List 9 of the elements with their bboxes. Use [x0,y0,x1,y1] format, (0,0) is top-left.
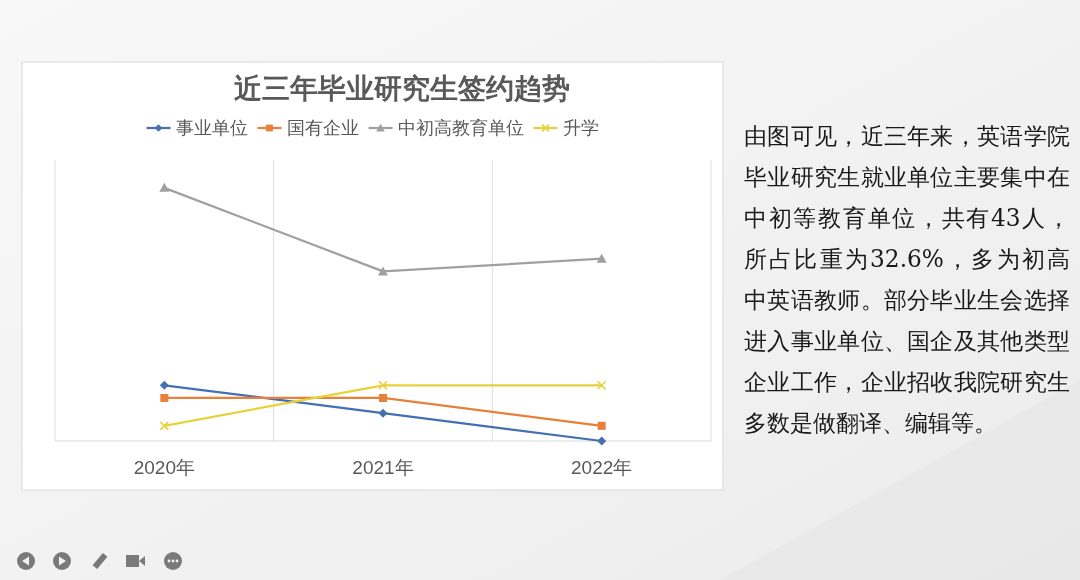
legend-label: 国有企业 [286,118,359,138]
legend-label: 事业单位 [175,118,248,138]
legend-label: 升学 [562,118,599,138]
x-tick-label: 2022年 [571,456,633,478]
x-tick-label: 2021年 [352,456,414,478]
annotation: 由图可见，近三年来，英语学院毕业研究生就业单位主要集中在中初等教育单位，共有43人，所占比重为32.6%，多为初高中英语教师。部分毕业生会选择进入事业单位、国企及其他类型企业工作，企业招收我院研究生多数是做翻译、编辑等。 [744,121,1070,438]
legend-label: 中初高教育单位 [397,118,524,138]
x-tick-label: 2020年 [133,456,195,478]
title: 近三年毕业研究生签约趋势 [234,72,570,104]
